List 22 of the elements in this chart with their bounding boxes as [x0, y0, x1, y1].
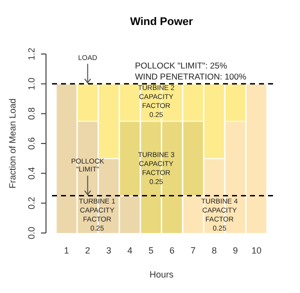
x-tick-label: 2 — [85, 245, 90, 256]
x-tick-label: 1 — [64, 245, 70, 256]
chart-title: Wind Power — [130, 16, 194, 28]
y-tick-label: 0.4 — [26, 167, 36, 180]
annotation: WIND PENETRATION: 100% — [135, 71, 247, 82]
x-tick-label: 6 — [170, 245, 175, 256]
x-tick-label: 3 — [106, 245, 112, 256]
y-tick-label: 0.0 — [26, 226, 36, 240]
y-tick-label: 0.6 — [26, 137, 36, 150]
x-axis-title: Hours — [149, 269, 174, 280]
y-tick-label: 1.0 — [26, 78, 36, 90]
y-tick-label: 0.8 — [26, 107, 36, 120]
x-tick-label: 5 — [148, 245, 154, 256]
x-tick-label: 7 — [190, 245, 196, 256]
x-tick-label: 4 — [127, 245, 132, 256]
y-axis-title: Fraction of Mean Load — [7, 98, 18, 189]
annotation: POLLOCK "LIMIT": 25% — [135, 60, 228, 70]
x-tick-label: 10 — [251, 245, 262, 256]
x-tick-label: 8 — [212, 245, 217, 256]
y-tick-label: 1.2 — [26, 48, 36, 60]
x-tick-label: 9 — [232, 245, 238, 256]
y-tick-label: 0.2 — [26, 196, 36, 210]
